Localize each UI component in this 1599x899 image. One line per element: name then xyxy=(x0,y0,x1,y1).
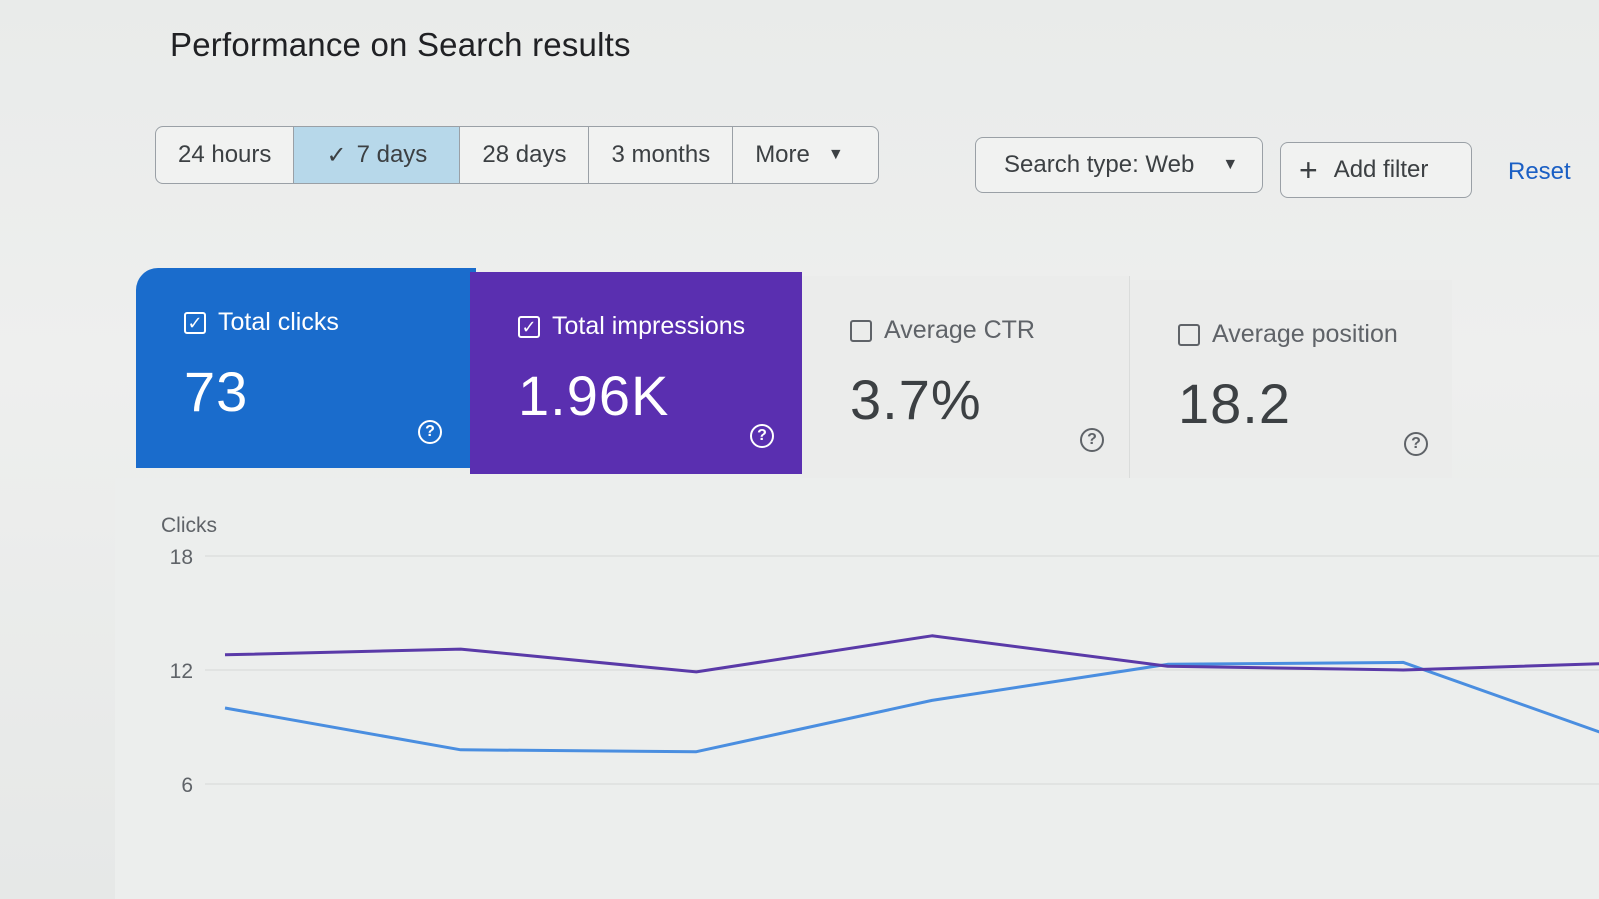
range-more-dropdown[interactable]: More ▼ xyxy=(733,127,878,183)
checkbox-empty-icon[interactable] xyxy=(1178,323,1200,346)
search-type-label: Search type: Web xyxy=(1004,151,1195,178)
metric-label: Average CTR xyxy=(884,316,1035,344)
performance-chart: Clicks 18 12 6 xyxy=(115,478,1599,899)
range-label: 28 days xyxy=(482,141,567,168)
metric-card-average-ctr[interactable]: Average CTR 3.7% ? xyxy=(802,276,1130,478)
metric-card-total-clicks[interactable]: ✓ Total clicks 73 ? xyxy=(136,268,476,468)
range-label: 7 days xyxy=(356,141,428,168)
metric-value: 73 xyxy=(184,360,249,423)
range-label: More xyxy=(755,141,810,168)
metric-value: 18.2 xyxy=(1178,372,1291,435)
checkbox-checked-icon[interactable]: ✓ xyxy=(184,311,206,334)
metric-value: 3.7% xyxy=(850,368,982,431)
metric-label: Total clicks xyxy=(218,308,339,336)
range-24-hours[interactable]: 24 hours xyxy=(156,127,295,183)
range-28-days[interactable]: 28 days xyxy=(460,127,590,183)
chart-svg: Clicks 18 12 6 xyxy=(161,514,1599,797)
metric-value: 1.96K xyxy=(518,364,670,427)
checkbox-empty-icon[interactable] xyxy=(850,319,872,342)
y-tick-label: 18 xyxy=(170,546,193,569)
caret-down-icon: ▼ xyxy=(827,146,844,163)
check-icon: ✓ xyxy=(326,141,347,169)
checkbox-checked-icon[interactable]: ✓ xyxy=(518,315,540,338)
metric-card-average-position[interactable]: Average position 18.2 ? xyxy=(1130,280,1452,482)
metric-card-total-impressions[interactable]: ✓ Total impressions 1.96K ? xyxy=(470,272,802,474)
help-icon[interactable]: ? xyxy=(1080,428,1104,452)
y-axis-label: Clicks xyxy=(161,514,217,537)
plus-icon: + xyxy=(1299,152,1318,188)
add-filter-label: Add filter xyxy=(1333,156,1429,183)
page-title: Performance on Search results xyxy=(170,26,631,63)
reset-link[interactable]: Reset xyxy=(1508,158,1571,185)
metric-label: Average position xyxy=(1212,320,1398,348)
caret-down-icon: ▼ xyxy=(1222,156,1239,173)
metric-label: Total impressions xyxy=(552,312,746,340)
add-filter-button[interactable]: + Add filter xyxy=(1280,142,1472,198)
range-label: 3 months xyxy=(611,141,711,168)
help-icon[interactable]: ? xyxy=(750,424,774,448)
series-line-impressions xyxy=(224,634,1599,674)
range-3-months[interactable]: 3 months xyxy=(589,127,734,183)
range-7-days[interactable]: ✓ 7 days xyxy=(294,127,461,183)
date-range-selector: 24 hours ✓ 7 days 28 days 3 months More … xyxy=(155,126,879,184)
range-label: 24 hours xyxy=(178,141,272,168)
y-tick-label: 6 xyxy=(181,774,193,797)
search-type-dropdown[interactable]: Search type: Web ▼ xyxy=(975,137,1263,193)
help-icon[interactable]: ? xyxy=(418,420,442,444)
y-tick-label: 12 xyxy=(170,660,193,683)
series-line-clicks xyxy=(224,660,1599,754)
help-icon[interactable]: ? xyxy=(1404,432,1428,456)
